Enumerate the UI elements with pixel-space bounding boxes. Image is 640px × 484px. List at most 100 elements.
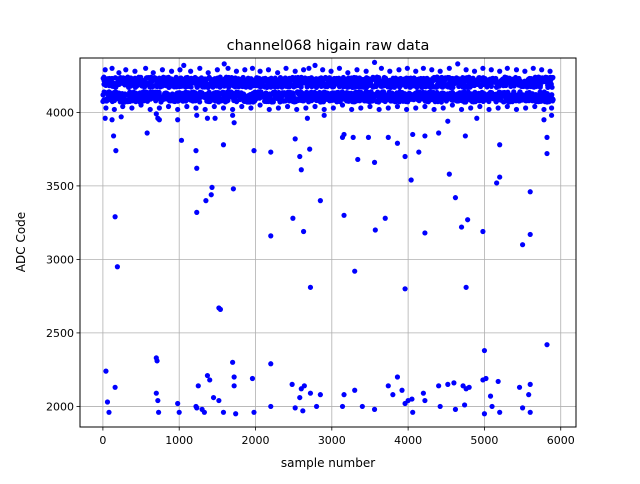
fringe-data-point	[292, 68, 298, 74]
outlier-data-point	[408, 177, 414, 183]
fringe-data-point	[109, 65, 115, 71]
outlier-data-point	[410, 409, 416, 415]
fringe-data-point	[138, 102, 144, 108]
fringe-data-point	[371, 59, 378, 66]
outlier-data-point	[220, 142, 227, 148]
outlier-data-point	[251, 409, 257, 415]
fringe-data-point	[522, 68, 528, 74]
fringe-data-point	[488, 67, 494, 73]
outlier-data-point	[544, 150, 550, 157]
fringe-data-point	[455, 61, 461, 67]
fringe-data-point	[242, 67, 248, 73]
band-data-point	[493, 75, 499, 82]
outlier-data-point	[217, 306, 224, 312]
fringe-data-point	[248, 105, 254, 111]
outlier-data-point	[350, 134, 356, 140]
fringe-data-point	[230, 106, 236, 113]
outlier-data-point	[385, 383, 391, 389]
fringe-data-point	[233, 68, 240, 74]
outlier-data-point	[461, 402, 468, 408]
outlier-data-point	[365, 134, 372, 140]
band-data-point	[550, 97, 556, 103]
outlier-data-point	[156, 117, 162, 123]
fringe-data-point	[197, 65, 203, 71]
outlier-data-point	[544, 342, 550, 348]
fringe-data-point	[504, 65, 510, 71]
outlier-data-point	[106, 409, 112, 415]
outlier-data-point	[416, 149, 422, 155]
outlier-data-point	[231, 120, 237, 126]
fringe-data-point	[349, 106, 355, 113]
fringe-data-point	[463, 67, 469, 73]
outlier-data-point	[102, 115, 108, 121]
outlier-data-point	[352, 387, 358, 393]
fringe-data-point	[249, 65, 256, 71]
fringe-data-point	[177, 67, 183, 73]
outlier-data-point	[420, 390, 426, 396]
fringe-data-point	[530, 65, 536, 71]
fringe-data-point	[257, 68, 263, 74]
outlier-data-point	[462, 133, 468, 139]
outlier-data-point	[154, 358, 160, 364]
fringe-data-point	[211, 103, 217, 110]
outlier-data-point	[307, 284, 314, 290]
fringe-data-point	[205, 70, 211, 76]
outlier-data-point	[497, 409, 503, 415]
fringe-data-point	[175, 106, 181, 113]
outlier-data-point	[527, 409, 533, 415]
outlier-data-point	[194, 209, 200, 215]
fringe-data-point	[440, 105, 446, 111]
fringe-data-point	[420, 65, 426, 71]
fringe-data-point	[385, 105, 391, 111]
outlier-data-point	[483, 375, 489, 382]
fringe-data-point	[413, 68, 419, 74]
outlier-data-point	[519, 242, 526, 248]
outlier-data-point	[178, 137, 185, 143]
fringe-data-point	[486, 106, 492, 113]
outlier-data-point	[527, 231, 533, 238]
outlier-data-point	[445, 381, 451, 387]
band-data-point	[298, 84, 304, 90]
outlier-data-point	[437, 403, 443, 410]
outlier-data-point	[341, 212, 347, 218]
outlier-data-point	[465, 217, 471, 223]
outlier-data-point	[527, 189, 533, 195]
fringe-data-point	[120, 103, 126, 110]
outlier-data-point	[519, 405, 526, 411]
x-tick-label: 1000	[165, 434, 193, 447]
outlier-data-point	[203, 198, 209, 204]
outlier-data-point	[201, 409, 207, 415]
outlier-data-point	[292, 405, 298, 411]
band-data-point	[282, 75, 288, 81]
outlier-data-point	[194, 112, 200, 118]
fringe-data-point	[429, 67, 435, 73]
outlier-data-point	[307, 146, 313, 152]
fringe-data-point	[367, 103, 373, 110]
fringe-data-point	[284, 103, 291, 110]
outlier-data-point	[474, 115, 480, 121]
outlier-data-point	[341, 392, 347, 398]
fringe-data-point	[477, 103, 483, 110]
outlier-data-point	[300, 228, 307, 235]
fringe-data-point	[330, 105, 336, 111]
fringe-data-point	[143, 65, 149, 71]
outlier-data-point	[176, 409, 182, 415]
fringe-data-point	[387, 68, 393, 74]
x-tick-label: 6000	[547, 434, 575, 447]
outlier-data-point	[210, 394, 217, 401]
outlier-data-point	[251, 148, 257, 154]
outlier-data-point	[451, 380, 457, 386]
band-data-point	[243, 84, 249, 90]
fringe-data-point	[103, 105, 109, 111]
band-data-point	[194, 76, 200, 82]
band-data-point	[156, 89, 162, 95]
outlier-data-point	[481, 347, 488, 354]
outlier-data-point	[466, 384, 472, 390]
band-data-point	[548, 81, 554, 87]
outlier-data-point	[317, 198, 323, 204]
outlier-data-point	[341, 131, 347, 138]
fringe-data-point	[320, 67, 326, 73]
fringe-data-point	[147, 106, 153, 113]
